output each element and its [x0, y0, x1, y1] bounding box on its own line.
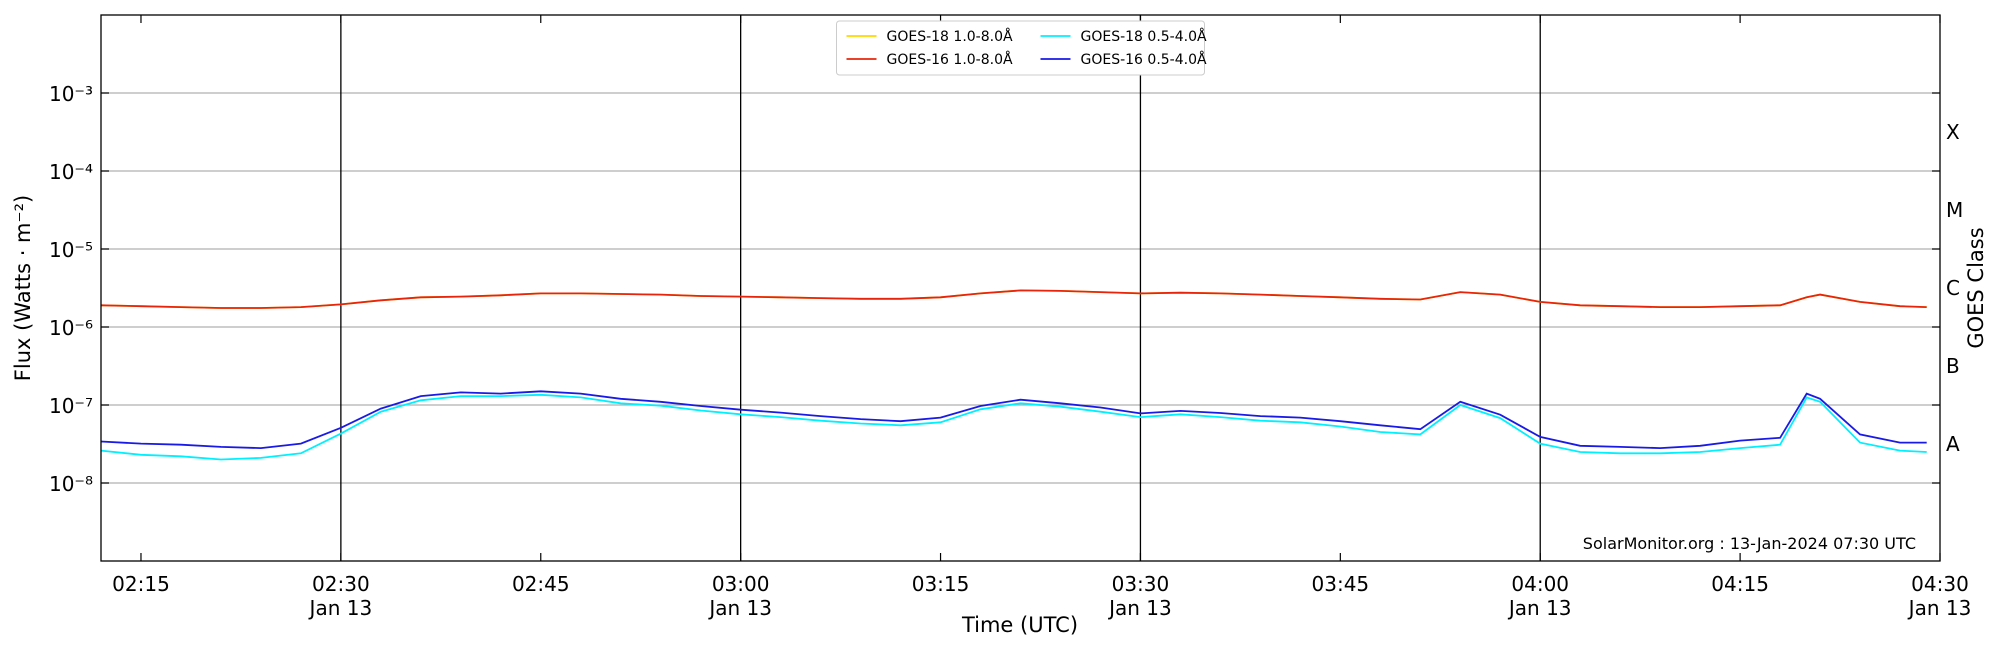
x-tick-sublabel: Jan 13 — [707, 596, 772, 620]
x-tick-label: 02:45 — [512, 572, 570, 596]
series-line — [100, 390, 1927, 450]
x-tick-label: 03:00 — [712, 572, 770, 596]
series-line — [100, 289, 1927, 309]
y-tick-label: 10⁻⁷ — [49, 394, 93, 418]
legend-box — [836, 20, 1205, 76]
x-tick-sublabel: Jan 13 — [308, 596, 373, 620]
x-tick-sublabel: Jan 13 — [1907, 596, 1972, 620]
x-axis-label: Time (UTC) — [961, 613, 1078, 637]
x-tick-sublabel: Jan 13 — [1107, 596, 1172, 620]
y2-tick-label: A — [1946, 432, 1960, 456]
y2-tick-label: X — [1946, 120, 1960, 144]
annotation: SolarMonitor.org : 13-Jan-2024 07:30 UTC — [1583, 534, 1916, 553]
legend-label: GOES-16 1.0-8.0Å — [887, 51, 1013, 68]
legend-label: GOES-18 0.5-4.0Å — [1081, 28, 1207, 45]
y2-tick-label: C — [1946, 276, 1960, 300]
y2-tick-label: B — [1946, 354, 1960, 378]
y-axis-label: Flux (Watts · m⁻²) — [11, 195, 35, 381]
x-tick-label: 02:30 — [312, 572, 370, 596]
x-tick-label: 03:15 — [912, 572, 970, 596]
x-tick-sublabel: Jan 13 — [1507, 596, 1572, 620]
x-tick-label: 04:30 — [1911, 572, 1969, 596]
y-tick-label: 10⁻⁴ — [49, 160, 93, 184]
x-tick-label: 03:45 — [1312, 572, 1370, 596]
x-tick-label: 02:15 — [112, 572, 170, 596]
y-tick-label: 10⁻⁶ — [49, 316, 93, 340]
y-tick-label: 10⁻³ — [49, 82, 93, 106]
legend-label: GOES-16 0.5-4.0Å — [1081, 51, 1207, 68]
series-line — [100, 393, 1927, 461]
x-tick-label: 03:30 — [1112, 572, 1170, 596]
y2-tick-label: M — [1946, 198, 1963, 222]
plot-frame — [100, 14, 1941, 562]
y-tick-label: 10⁻⁸ — [49, 472, 93, 496]
legend-label: GOES-18 1.0-8.0Å — [887, 28, 1013, 45]
y-tick-label: 10⁻⁵ — [49, 238, 93, 262]
x-tick-label: 04:00 — [1511, 572, 1569, 596]
x-tick-label: 04:15 — [1711, 572, 1769, 596]
y2-axis-label: GOES Class — [1964, 227, 1988, 348]
